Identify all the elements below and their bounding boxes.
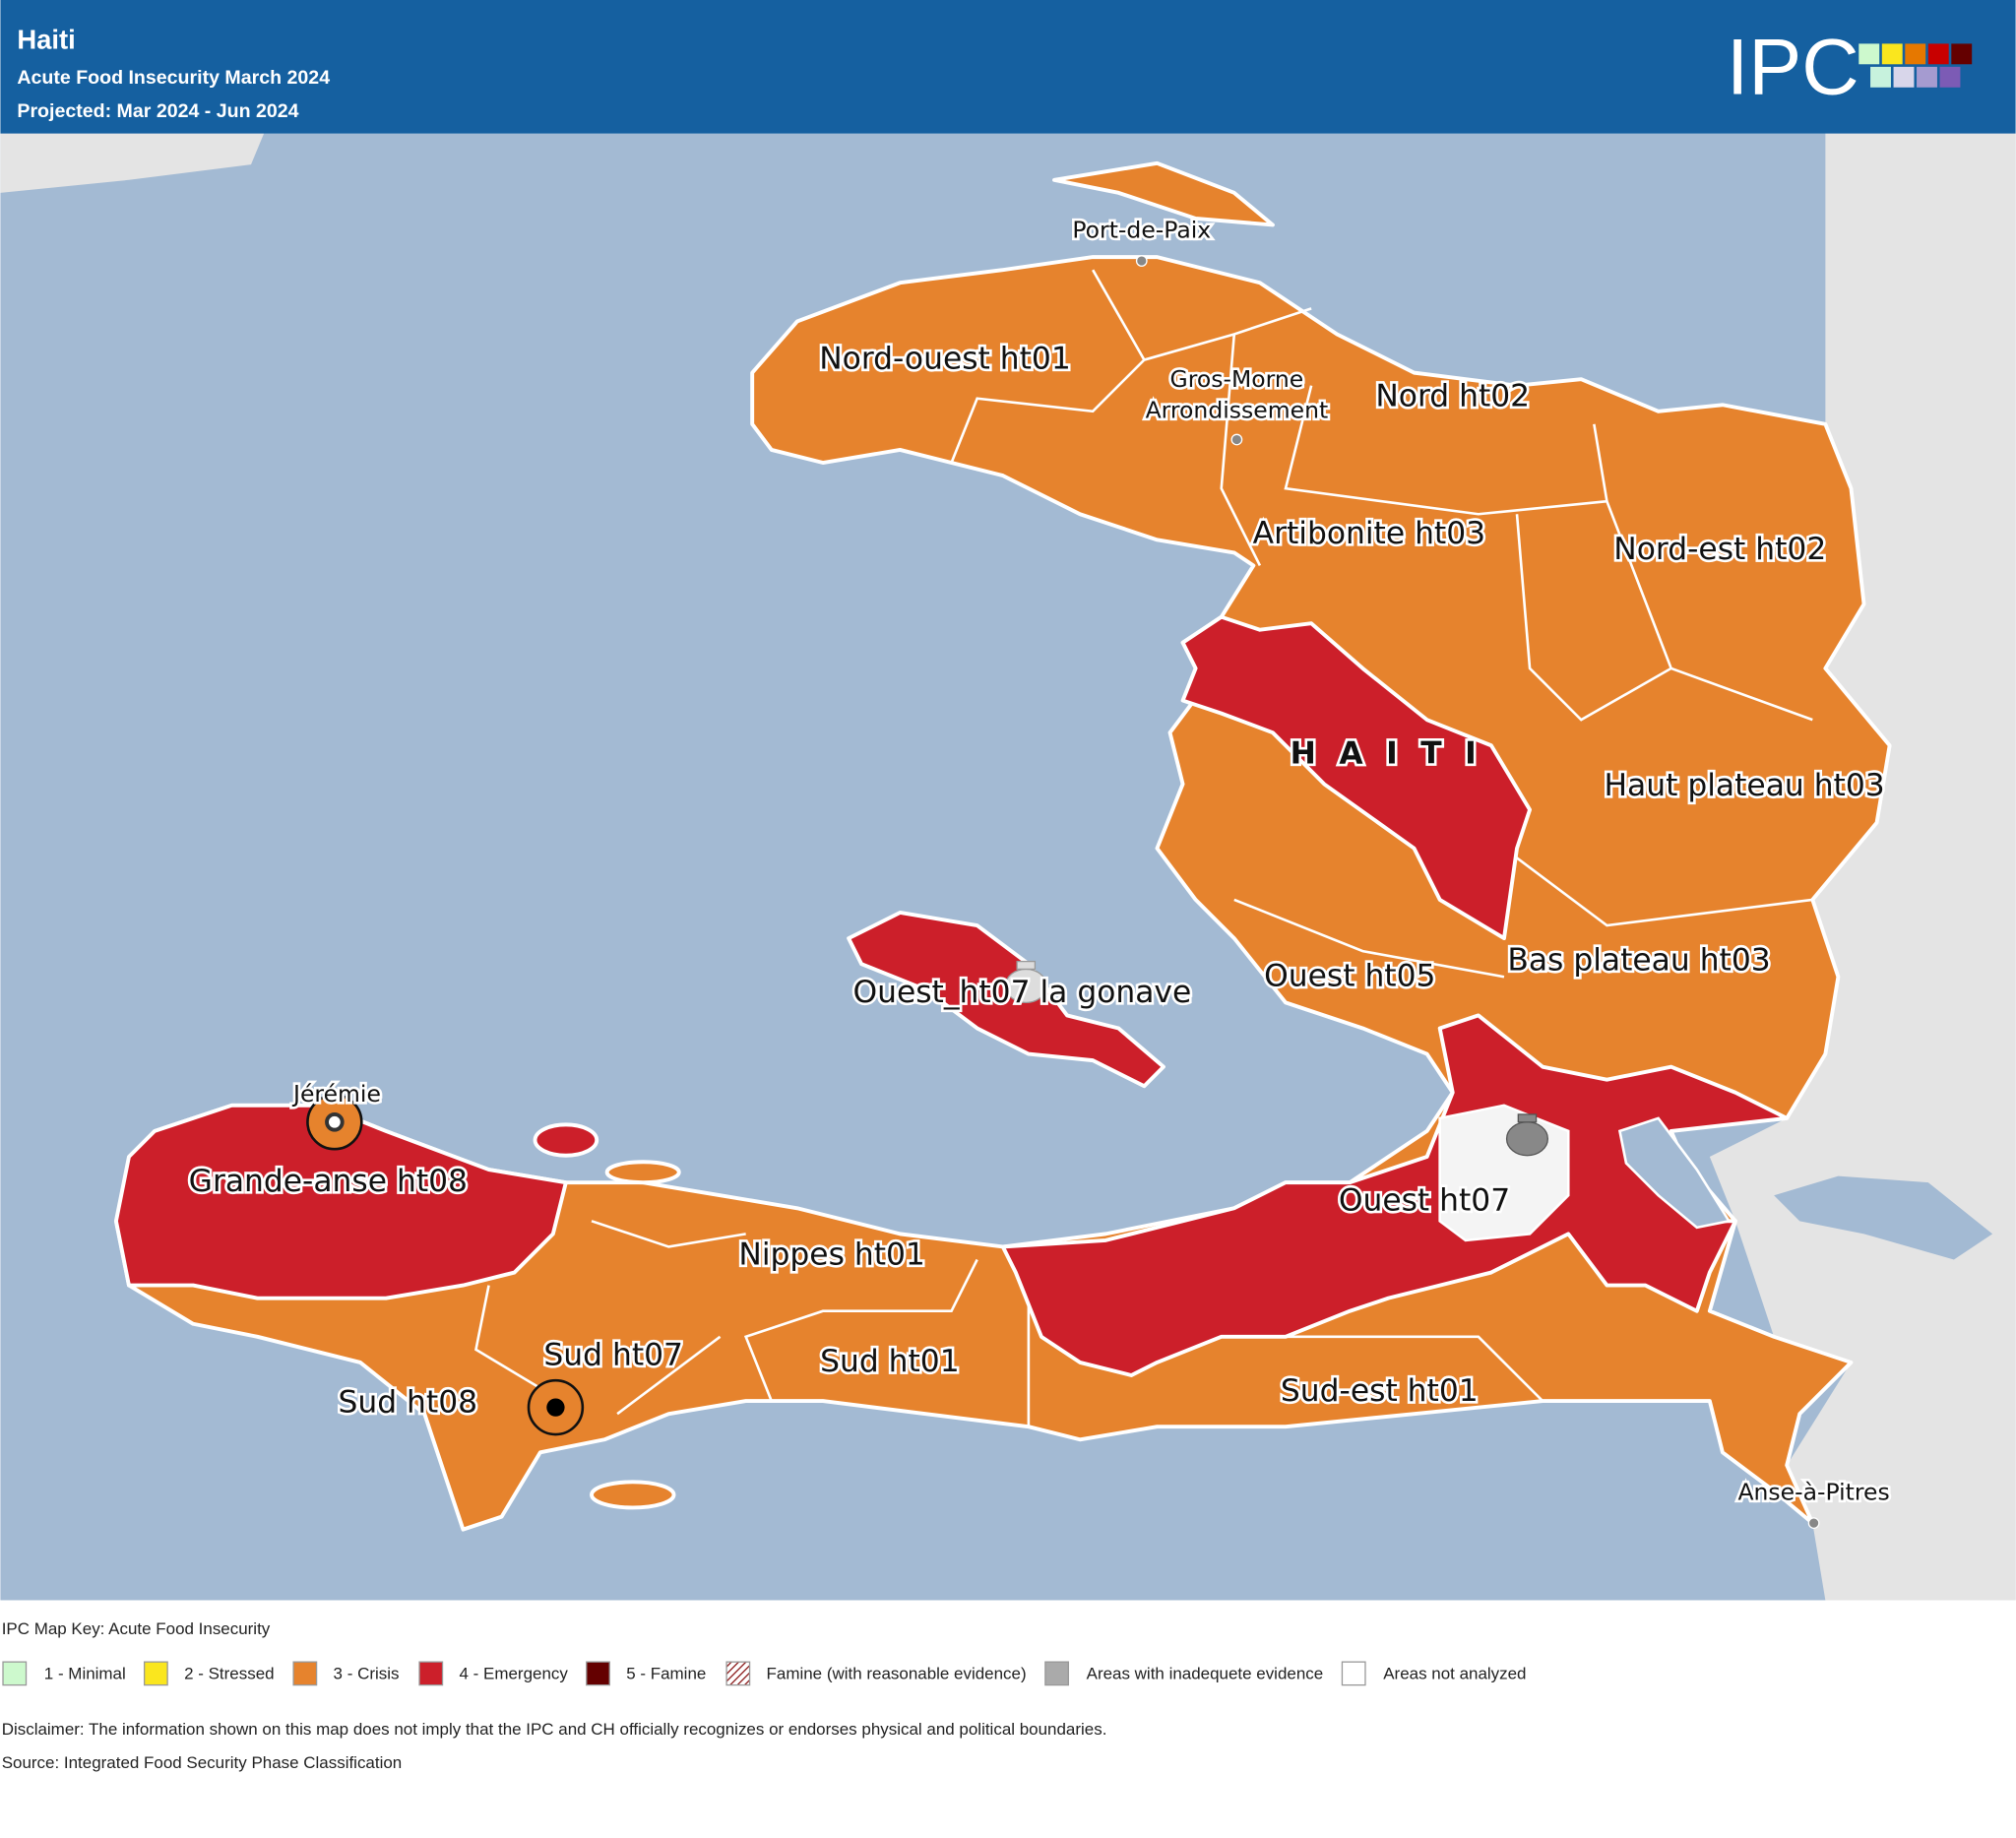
map-label: Sud ht01 [820, 1344, 960, 1379]
map-label: Arrondissement [1146, 396, 1329, 423]
legend-label: 3 - Crisis [334, 1665, 400, 1683]
map-label: Port-de-Paix [1072, 217, 1211, 244]
cuba [0, 133, 265, 193]
title: Haiti [17, 25, 75, 55]
map-label: Ouest ht05 [1264, 958, 1435, 993]
map-label: Ouest ht07 [1339, 1183, 1510, 1219]
map-label: Nord ht02 [1375, 378, 1530, 413]
legend-label: Areas not analyzed [1383, 1665, 1526, 1683]
legend-label: 2 - Stressed [184, 1665, 274, 1683]
sack-icon [1004, 960, 1047, 1004]
source: Source: Integrated Food Security Phase C… [2, 1753, 403, 1772]
logo-text: IPC [1727, 23, 1859, 111]
legend-label: Areas with inadequete evidence [1087, 1665, 1324, 1683]
map-label: Sud-est ht01 [1281, 1373, 1479, 1409]
map-label: Jérémie [291, 1080, 381, 1108]
tortuga [1052, 160, 1275, 227]
map-label: Sud ht07 [543, 1337, 683, 1372]
city-dot [1135, 255, 1148, 267]
lake-azuei [1617, 1116, 1732, 1230]
map-label: Sud ht08 [338, 1385, 477, 1421]
legend-swatches [2, 1661, 1366, 1686]
island-ile-a-vache [590, 1480, 676, 1510]
emergency-grande-anse [113, 1103, 568, 1300]
logo-squares [1858, 43, 1973, 88]
map-label: Nippes ht01 [738, 1237, 924, 1273]
disclaimer: Disclaimer: The information shown on thi… [2, 1720, 1107, 1739]
map-label: Ouest_ht07 la gonave [852, 975, 1191, 1010]
sack-icon [1505, 1113, 1549, 1157]
map-label: Gros-Morne [1170, 365, 1304, 393]
map: HAITI [0, 133, 2016, 1601]
map-label: Grande-anse ht08 [189, 1164, 468, 1199]
island-cayemites [533, 1122, 599, 1158]
map-label: Nord-est ht02 [1613, 532, 1826, 567]
map-label: Haut plateau ht03 [1604, 768, 1884, 803]
map-label: Nord-ouest ht01 [819, 342, 1071, 377]
island-small [604, 1160, 681, 1185]
emergency-ouest [1000, 1013, 1790, 1377]
emergency-artibonite [1180, 614, 1533, 941]
map-label: Anse-à-Pitres [1737, 1479, 1889, 1506]
country-label: HAITI [1291, 735, 1500, 771]
map-label: Artibonite ht03 [1253, 516, 1485, 551]
subtitle: Acute Food Insecurity March 2024 [17, 67, 330, 89]
header-bar [0, 0, 2016, 134]
city-dot [1807, 1517, 1820, 1530]
marker [306, 1094, 363, 1151]
legend-label: Famine (with reasonable evidence) [767, 1665, 1027, 1683]
city-dot [1230, 433, 1243, 446]
legend-label: 5 - Famine [626, 1665, 706, 1683]
legend-labels: 1 - Minimal 2 - Stressed 3 - Crisis 4 - Eme… [44, 1665, 1527, 1683]
legend-label: 1 - Minimal [44, 1665, 126, 1683]
period: Projected: Mar 2024 - Jun 2024 [17, 100, 298, 122]
legend-label: 4 - Emergency [460, 1665, 569, 1683]
map-label: Bas plateau ht03 [1507, 943, 1770, 979]
emergency-gonave [847, 911, 1166, 1089]
boundaries [474, 269, 1813, 1427]
lake [1774, 1175, 1993, 1260]
legend-title: IPC Map Key: Acute Food Insecurity [2, 1619, 271, 1638]
map-labels: Port-de-Paix Gros-Morne Arrondissement Nord… [186, 214, 1892, 1508]
marker [527, 1378, 585, 1436]
